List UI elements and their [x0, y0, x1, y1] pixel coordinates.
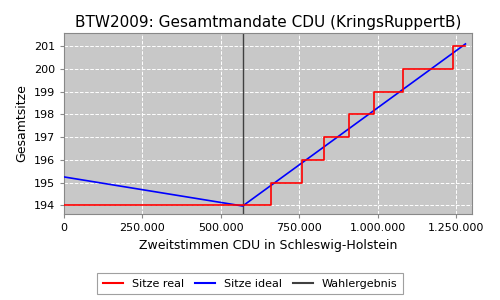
Sitze real [280, 181, 286, 184]
Sitze real [290, 181, 296, 184]
Sitze ideal [61, 175, 67, 179]
Sitze real [334, 135, 340, 139]
Sitze real [308, 158, 314, 162]
Sitze real [462, 44, 468, 48]
Sitze ideal [462, 42, 468, 46]
Sitze real [322, 135, 328, 139]
Sitze ideal [240, 204, 246, 208]
X-axis label: Zweitstimmen CDU in Schleswig-Holstein: Zweitstimmen CDU in Schleswig-Holstein [138, 239, 397, 252]
Sitze real [322, 158, 328, 162]
Sitze real [61, 203, 67, 207]
Sitze real [387, 90, 393, 94]
Y-axis label: Gesamtsitze: Gesamtsitze [15, 85, 28, 162]
Sitze real [450, 44, 456, 48]
Sitze real [290, 181, 296, 184]
Sitze real [416, 67, 422, 71]
Sitze real [372, 90, 378, 94]
Sitze real [416, 67, 422, 71]
Sitze real [280, 181, 286, 184]
Sitze real [268, 181, 274, 184]
Sitze real [258, 203, 264, 207]
Sitze real [372, 112, 378, 116]
Sitze real [300, 181, 306, 184]
Sitze real [400, 90, 406, 94]
Sitze real [308, 158, 314, 162]
Sitze real [346, 135, 352, 139]
Line: Sitze ideal: Sitze ideal [64, 44, 466, 206]
Sitze real [400, 67, 406, 71]
Sitze real [462, 44, 468, 48]
Sitze real [434, 67, 440, 71]
Sitze real [268, 203, 274, 207]
Sitze real [258, 203, 264, 207]
Legend: Sitze real, Sitze ideal, Wahlergebnis: Sitze real, Sitze ideal, Wahlergebnis [97, 273, 403, 294]
Sitze real [434, 67, 440, 71]
Sitze real [300, 158, 306, 162]
Sitze real [334, 135, 340, 139]
Line: Sitze real: Sitze real [64, 46, 466, 205]
Sitze real [387, 90, 393, 94]
Title: BTW2009: Gesamtmandate CDU (KringsRuppertB): BTW2009: Gesamtmandate CDU (KringsRupper… [74, 15, 461, 30]
Sitze real [359, 112, 365, 116]
Sitze real [346, 112, 352, 116]
Sitze real [359, 112, 365, 116]
Sitze real [450, 67, 456, 71]
